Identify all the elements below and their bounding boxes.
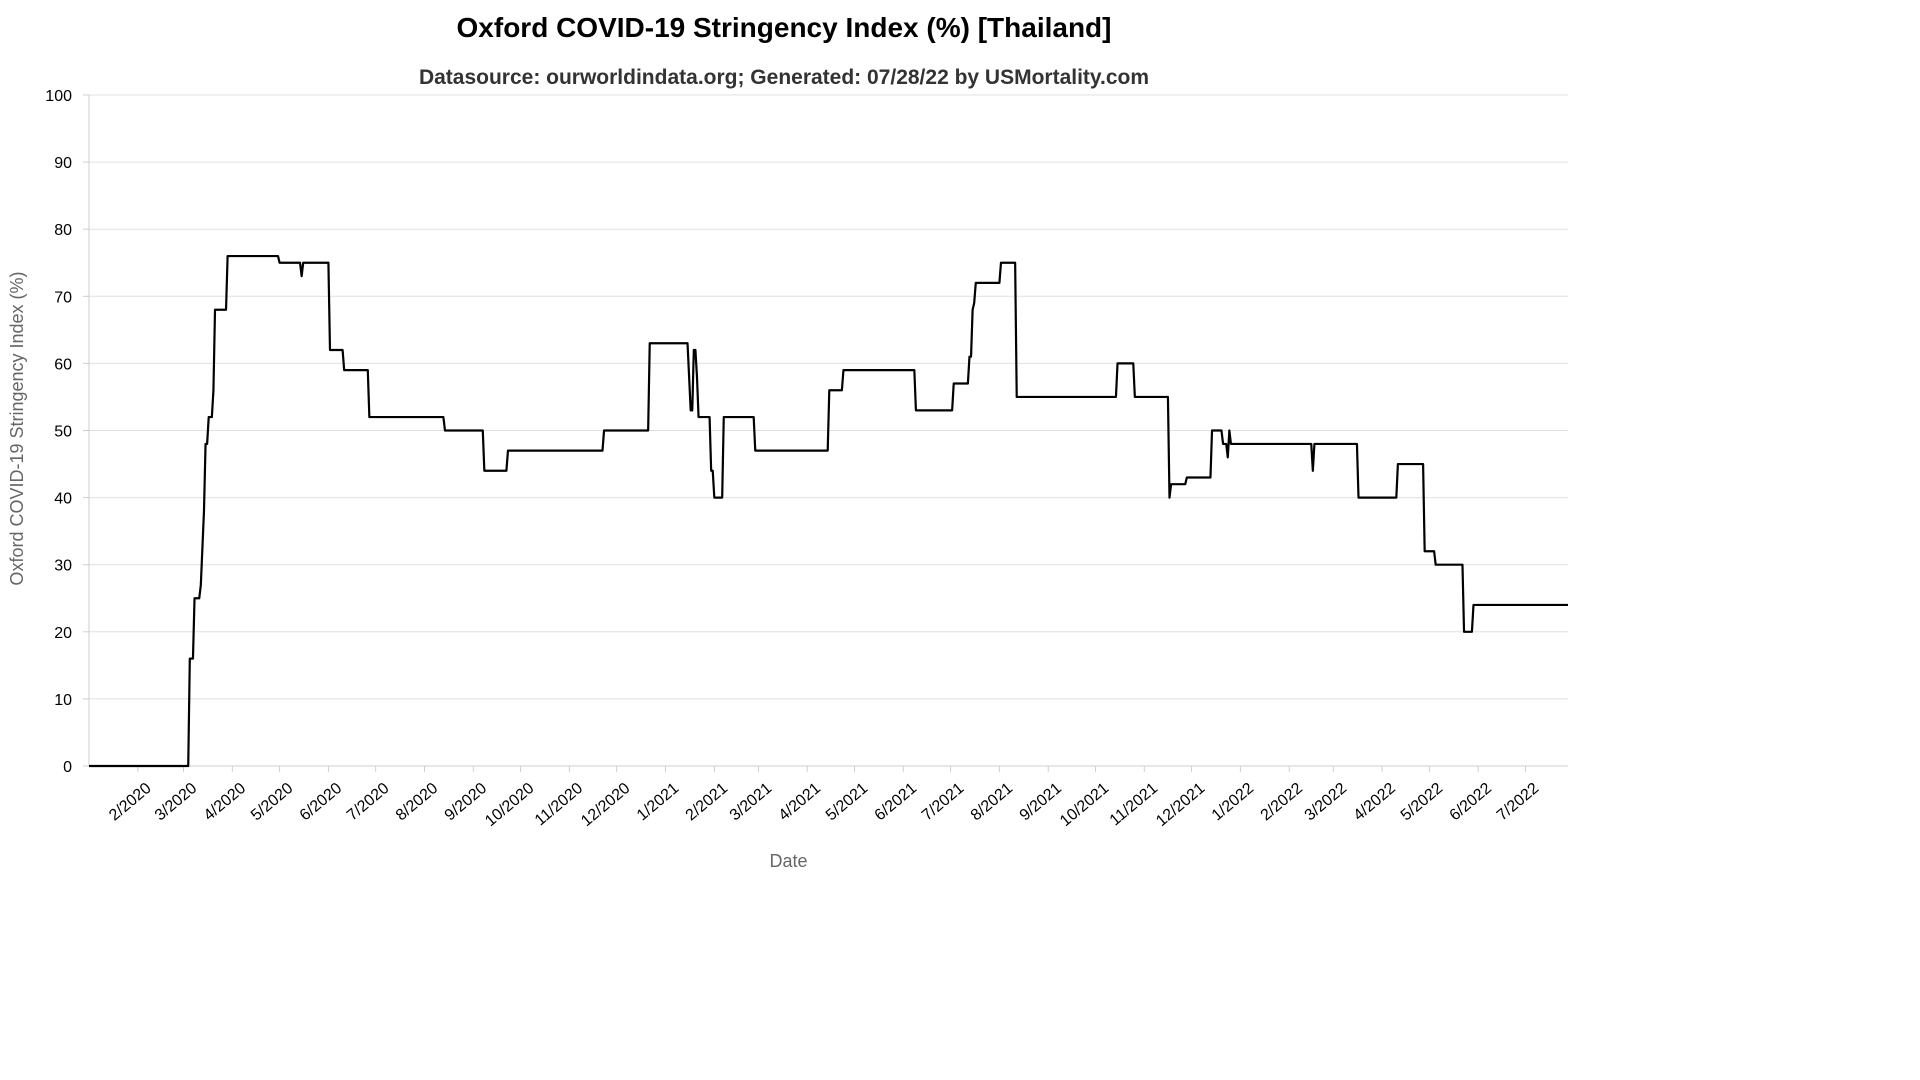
y-tick-label: 20 — [54, 625, 72, 642]
y-tick-label: 80 — [54, 222, 72, 239]
chart-title: Oxford COVID-19 Stringency Index (%) [Th… — [456, 12, 1112, 43]
y-tick-label: 70 — [54, 289, 72, 306]
y-tick-label: 40 — [54, 491, 72, 508]
x-tick-label: 8/2020 — [393, 780, 441, 825]
x-tick-label: 3/2022 — [1302, 780, 1350, 825]
y-tick-label: 60 — [54, 356, 72, 373]
x-tick-label: 2/2021 — [683, 780, 731, 825]
y-tick-label: 90 — [54, 155, 72, 172]
x-tick-label: 7/2021 — [919, 780, 967, 825]
x-tick-label: 10/2021 — [1057, 780, 1112, 830]
x-tick-label: 7/2020 — [344, 780, 392, 825]
x-tick-label: 3/2020 — [152, 780, 200, 825]
x-tick-label: 10/2020 — [482, 780, 537, 830]
y-tick-label: 100 — [45, 88, 72, 105]
y-tick-label: 30 — [54, 558, 72, 575]
x-tick-label: 1/2022 — [1209, 780, 1257, 825]
x-tick-label: 4/2020 — [201, 780, 249, 825]
x-tick-label: 11/2020 — [532, 780, 586, 830]
x-tick-label: 5/2022 — [1398, 780, 1446, 825]
x-tick-label: 4/2022 — [1351, 780, 1399, 825]
x-tick-label: 2/2022 — [1258, 780, 1306, 825]
x-tick-label: 8/2021 — [968, 780, 1016, 825]
x-tick-label: 4/2021 — [776, 780, 824, 825]
x-tick-label: 5/2021 — [823, 780, 871, 825]
x-tick-label: 6/2021 — [872, 780, 920, 825]
x-tick-label: 6/2022 — [1447, 780, 1495, 825]
y-axis-title: Oxford COVID-19 Stringency Index (%) — [7, 271, 27, 585]
chart-subtitle: Datasource: ourworldindata.org; Generate… — [418, 66, 1150, 89]
y-tick-label: 0 — [63, 759, 72, 776]
series-line — [89, 254, 1568, 768]
x-tick-label: 12/2021 — [1153, 780, 1208, 830]
y-tick-label: 10 — [54, 692, 72, 709]
x-tick-label: 5/2020 — [248, 780, 296, 825]
y-tick-label: 50 — [54, 424, 72, 441]
x-tick-label: 7/2022 — [1494, 780, 1542, 825]
x-tick-label: 1/2021 — [634, 780, 682, 825]
x-tick-label: 6/2020 — [297, 780, 345, 825]
chart: Oxford COVID-19 Stringency Index (%) [Th… — [7, 12, 1568, 871]
x-tick-label: 11/2021 — [1107, 780, 1161, 830]
x-axis-title: Date — [769, 851, 807, 871]
x-tick-label: 2/2020 — [106, 780, 154, 825]
x-tick-label: 12/2020 — [578, 780, 633, 830]
x-tick-label: 3/2021 — [727, 780, 775, 825]
